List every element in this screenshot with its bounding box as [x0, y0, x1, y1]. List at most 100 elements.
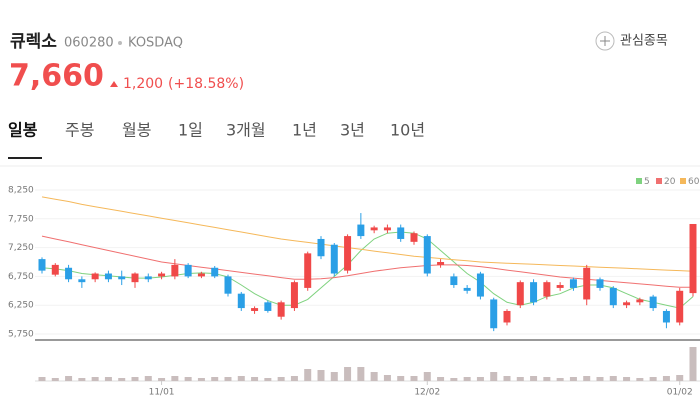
tab[interactable]: 주봉: [65, 121, 94, 140]
volume-bar: [370, 372, 378, 381]
volume-bar: [609, 376, 617, 381]
ma-line: [41, 235, 693, 288]
candle-body: [397, 227, 405, 239]
candle-body: [583, 267, 591, 300]
x-tick-label: 12/02: [414, 388, 440, 398]
candle-body: [623, 302, 631, 306]
volume-bar: [197, 378, 205, 381]
plus-icon: [595, 31, 615, 51]
volume-bar: [184, 377, 192, 381]
tab[interactable]: 월봉: [122, 121, 151, 140]
candle-body: [569, 279, 577, 288]
candle-body: [211, 267, 219, 277]
candle-body: [636, 299, 644, 303]
tab[interactable]: 1년: [292, 121, 317, 140]
volume-bar: [357, 367, 365, 381]
tab[interactable]: 3개월: [226, 121, 266, 140]
tab[interactable]: 일봉: [8, 121, 38, 140]
candle-body: [476, 273, 484, 297]
stock-code: 060280: [64, 36, 114, 51]
candle-body: [264, 302, 272, 311]
volume-bar: [277, 377, 285, 381]
volume-bar: [410, 376, 418, 381]
volume-bar: [144, 376, 152, 381]
x-tick-label: 01/02: [667, 388, 693, 398]
candle-body: [118, 276, 126, 280]
candle-body: [596, 279, 604, 288]
volume-bar: [503, 376, 511, 381]
candle-body: [197, 273, 205, 277]
candle-body: [131, 273, 139, 283]
candle-body: [237, 293, 245, 309]
volume-bar: [636, 378, 644, 381]
candle-body: [503, 310, 511, 323]
candle-body: [463, 287, 471, 291]
tab[interactable]: 1일: [178, 121, 203, 140]
tab[interactable]: 3년: [340, 121, 365, 140]
y-tick-label: 8,250: [8, 186, 34, 196]
candle-body: [689, 223, 697, 294]
volume-bar: [463, 377, 471, 381]
candle-body: [277, 302, 285, 317]
candle-body: [437, 262, 445, 265]
volume-bar: [397, 376, 405, 381]
volume-bar: [251, 377, 259, 381]
up-arrow: [110, 81, 118, 87]
volume-bar: [317, 370, 325, 381]
y-tick-label: 6,750: [8, 272, 34, 282]
tab[interactable]: 10년: [390, 121, 425, 140]
volume-bar: [344, 367, 352, 381]
volume-bar: [78, 378, 86, 381]
volume-bar: [158, 378, 166, 381]
volume-bar: [38, 377, 46, 381]
volume-bar: [490, 372, 498, 381]
volume-bar: [623, 377, 631, 381]
legend-label: 20: [664, 177, 676, 187]
candle-body: [357, 224, 365, 237]
volume-bar: [304, 369, 312, 381]
change: 1,200: [123, 76, 163, 92]
candle-body: [51, 264, 59, 275]
candle-body: [556, 285, 564, 288]
candle-body: [410, 233, 418, 242]
candle-body: [78, 279, 86, 283]
volume-bar: [583, 376, 591, 381]
volume-bar: [51, 378, 59, 381]
y-tick-label: 5,750: [8, 330, 34, 340]
candle-body: [344, 236, 352, 271]
candle-body: [423, 236, 431, 274]
candle-body: [104, 273, 112, 280]
volume-bar: [211, 377, 219, 381]
candle-body: [370, 227, 378, 231]
volume-bar: [476, 377, 484, 381]
volume-bar: [530, 376, 538, 381]
candle-body: [251, 308, 259, 311]
x-tick-label: 11/01: [149, 388, 175, 398]
candle-body: [609, 287, 617, 306]
candle-body: [304, 253, 312, 288]
volume-bar: [596, 377, 604, 381]
separator: [118, 41, 122, 45]
legend-label: 5: [644, 177, 650, 187]
volume-bar: [662, 376, 670, 381]
candle-body: [224, 276, 232, 294]
candle-body: [543, 282, 551, 297]
candle-body: [65, 267, 73, 280]
volume-bar: [118, 378, 126, 381]
stock-name: 큐렉소: [10, 32, 57, 52]
watch-button[interactable]: 관심종목: [595, 31, 668, 51]
volume-bar: [237, 376, 245, 381]
volume-bar: [383, 375, 391, 381]
price: 7,660: [9, 59, 104, 94]
volume-bar: [649, 377, 657, 381]
legend-swatch: [680, 178, 686, 184]
candle-body: [91, 273, 99, 280]
volume-bar: [91, 377, 99, 381]
volume-bar: [569, 377, 577, 381]
y-tick-label: 7,750: [8, 214, 34, 224]
legend-swatch: [656, 178, 662, 184]
volume-bar: [676, 375, 684, 381]
volume-bar: [290, 376, 298, 381]
volume-bar: [65, 376, 73, 381]
